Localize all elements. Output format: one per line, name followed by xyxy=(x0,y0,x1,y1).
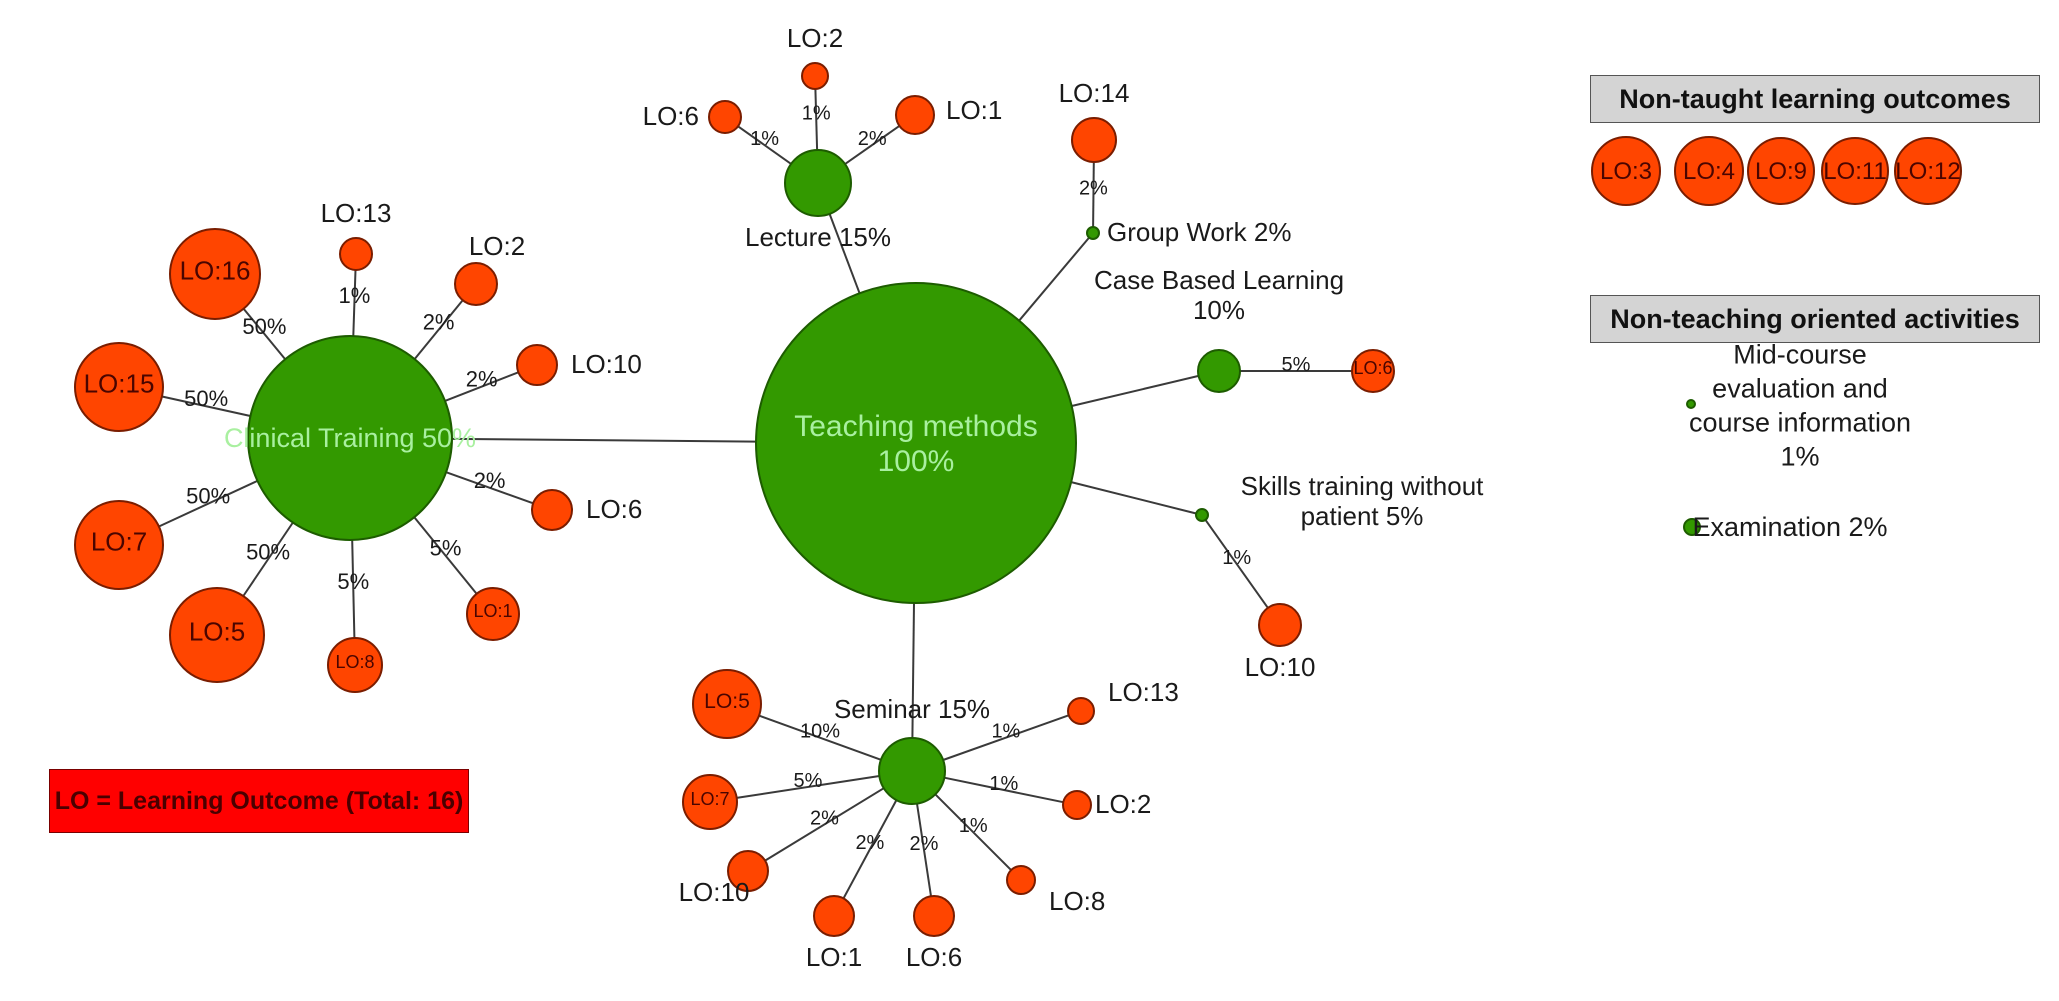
svg-text:1%: 1% xyxy=(959,815,988,837)
svg-text:LO:1: LO:1 xyxy=(806,942,862,972)
svg-text:2%: 2% xyxy=(1079,178,1108,200)
svg-text:LO:14: LO:14 xyxy=(1059,78,1130,108)
svg-text:LO:2: LO:2 xyxy=(787,23,843,53)
svg-text:5%: 5% xyxy=(337,569,369,594)
svg-text:LO:7: LO:7 xyxy=(91,526,147,556)
svg-text:LO:9: LO:9 xyxy=(1755,158,1807,185)
svg-text:1%: 1% xyxy=(1222,547,1251,569)
svg-text:LO:6: LO:6 xyxy=(643,101,699,131)
svg-text:LO:2: LO:2 xyxy=(469,231,525,261)
svg-text:LO:10: LO:10 xyxy=(571,349,642,379)
svg-text:1%: 1% xyxy=(802,103,831,125)
svg-text:100%: 100% xyxy=(878,445,955,478)
svg-text:LO:8: LO:8 xyxy=(335,652,374,672)
svg-text:LO:1: LO:1 xyxy=(473,601,512,621)
svg-text:10%: 10% xyxy=(1193,295,1245,325)
svg-text:5%: 5% xyxy=(794,770,823,792)
svg-text:1%: 1% xyxy=(989,773,1018,795)
svg-text:Clinical Training 50%: Clinical Training 50% xyxy=(224,423,476,453)
svg-text:50%: 50% xyxy=(186,484,230,509)
svg-text:course information: course information xyxy=(1689,407,1911,437)
svg-text:LO:3: LO:3 xyxy=(1600,158,1652,185)
svg-text:1%: 1% xyxy=(750,128,779,150)
svg-text:LO:13: LO:13 xyxy=(1108,677,1179,707)
svg-text:Teaching methods: Teaching methods xyxy=(794,410,1038,443)
svg-text:1%: 1% xyxy=(339,283,371,308)
svg-text:LO:12: LO:12 xyxy=(1895,158,1960,185)
svg-text:LO:15: LO:15 xyxy=(84,368,155,398)
svg-text:LO:2: LO:2 xyxy=(1095,789,1151,819)
svg-text:LO:6: LO:6 xyxy=(1353,358,1392,378)
svg-text:Case Based Learning: Case Based Learning xyxy=(1094,265,1344,295)
svg-text:patient 5%: patient 5% xyxy=(1301,501,1424,531)
svg-text:2%: 2% xyxy=(810,807,839,829)
svg-text:2%: 2% xyxy=(858,128,887,150)
svg-text:Seminar 15%: Seminar 15% xyxy=(834,694,990,724)
svg-text:2%: 2% xyxy=(910,833,939,855)
svg-text:LO:5: LO:5 xyxy=(189,617,245,647)
svg-text:50%: 50% xyxy=(242,314,286,339)
svg-text:LO:6: LO:6 xyxy=(906,942,962,972)
svg-text:50%: 50% xyxy=(184,386,228,411)
svg-text:5%: 5% xyxy=(430,536,462,561)
svg-text:5%: 5% xyxy=(1282,354,1311,376)
svg-text:Mid-course: Mid-course xyxy=(1733,339,1867,369)
svg-text:Skills training without: Skills training without xyxy=(1241,471,1485,501)
svg-text:1%: 1% xyxy=(991,721,1020,743)
svg-text:10%: 10% xyxy=(800,721,840,743)
svg-text:LO:8: LO:8 xyxy=(1049,886,1105,916)
svg-text:LO:6: LO:6 xyxy=(586,494,642,524)
svg-text:2%: 2% xyxy=(474,468,506,493)
svg-text:LO:7: LO:7 xyxy=(690,789,729,809)
svg-text:2%: 2% xyxy=(855,832,884,854)
svg-text:LO:10: LO:10 xyxy=(679,877,750,907)
svg-text:LO:5: LO:5 xyxy=(704,690,750,713)
svg-text:LO:10: LO:10 xyxy=(1245,652,1316,682)
svg-text:LO:1: LO:1 xyxy=(946,95,1002,125)
svg-text:LO:11: LO:11 xyxy=(1823,158,1887,185)
svg-text:LO:16: LO:16 xyxy=(180,255,251,285)
svg-text:Lecture 15%: Lecture 15% xyxy=(745,222,891,252)
svg-text:LO:4: LO:4 xyxy=(1683,158,1735,185)
svg-text:Group Work 2%: Group Work 2% xyxy=(1107,217,1291,247)
svg-text:evaluation and: evaluation and xyxy=(1712,373,1888,403)
svg-text:LO:13: LO:13 xyxy=(321,198,392,228)
svg-text:50%: 50% xyxy=(246,539,290,564)
svg-text:2%: 2% xyxy=(466,367,498,392)
svg-text:2%: 2% xyxy=(423,310,455,335)
svg-text:1%: 1% xyxy=(1780,441,1819,471)
svg-text:Examination 2%: Examination 2% xyxy=(1692,512,1887,542)
